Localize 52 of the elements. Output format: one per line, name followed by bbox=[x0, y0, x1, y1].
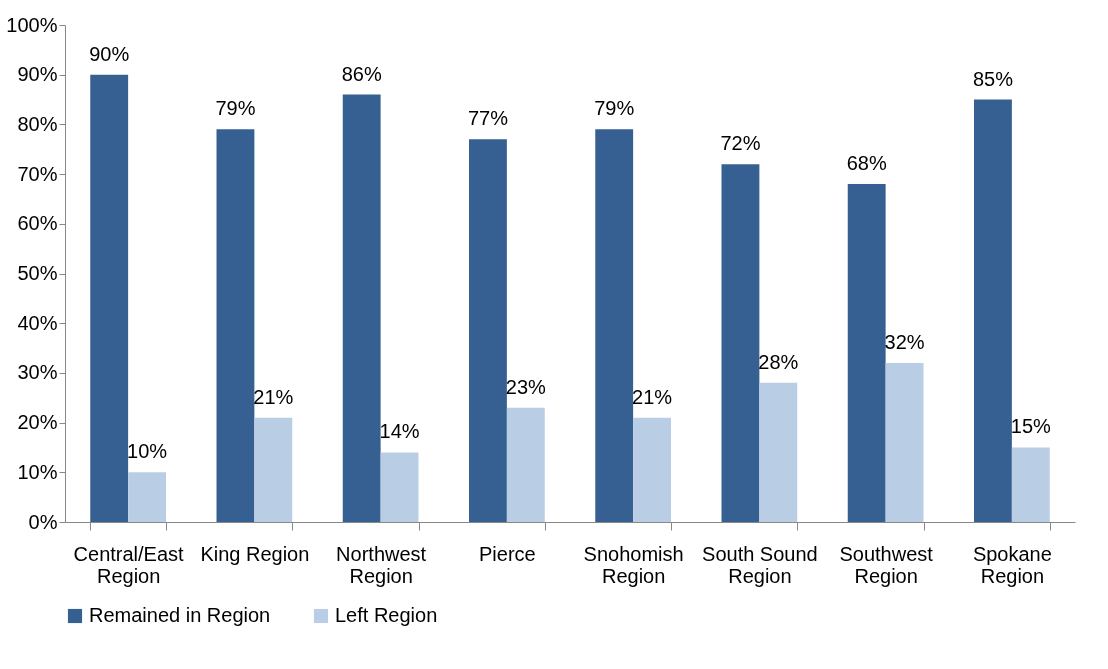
bar bbox=[506, 407, 545, 522]
bar bbox=[974, 99, 1012, 522]
y-tick-label: 20% bbox=[17, 411, 58, 434]
bar bbox=[721, 164, 760, 522]
x-tick-label: Northwest Region bbox=[336, 542, 427, 587]
data-label: 86% bbox=[341, 62, 382, 85]
y-tick-label: 90% bbox=[17, 63, 58, 86]
data-label: 90% bbox=[89, 42, 130, 65]
y-tick-label: 0% bbox=[28, 510, 58, 533]
x-tick-label: Southwest Region bbox=[839, 542, 934, 587]
data-label: 21% bbox=[632, 385, 673, 408]
data-label: 14% bbox=[379, 420, 420, 443]
data-label: 32% bbox=[884, 330, 925, 353]
bar bbox=[759, 382, 798, 522]
data-label: 68% bbox=[846, 152, 887, 175]
data-label: 28% bbox=[758, 350, 799, 373]
bar bbox=[847, 184, 886, 522]
data-label: 79% bbox=[594, 97, 635, 120]
x-tick-label: Snohomish Region bbox=[583, 542, 684, 587]
y-tick-label: 100% bbox=[6, 13, 58, 36]
y-tick-label: 30% bbox=[17, 361, 58, 384]
bar bbox=[342, 94, 381, 522]
legend-label: Left Region bbox=[335, 604, 438, 626]
bar bbox=[885, 362, 924, 522]
y-tick-label: 70% bbox=[17, 162, 58, 185]
bar bbox=[633, 417, 671, 522]
bar bbox=[254, 417, 293, 522]
y-tick-label: 80% bbox=[17, 112, 58, 135]
y-tick-label: 60% bbox=[17, 212, 58, 235]
data-label: 15% bbox=[1010, 415, 1052, 438]
bar bbox=[90, 74, 129, 522]
data-label: 85% bbox=[972, 67, 1014, 90]
bar bbox=[216, 129, 255, 522]
bar bbox=[595, 129, 634, 522]
x-tick-label: King Region bbox=[200, 542, 310, 565]
y-tick-label: 50% bbox=[17, 262, 58, 284]
bar bbox=[469, 139, 507, 522]
x-tick-label: Spokane Region bbox=[972, 542, 1052, 587]
data-label: 72% bbox=[720, 132, 761, 155]
y-tick-label: 10% bbox=[17, 460, 58, 483]
data-label: 21% bbox=[253, 385, 294, 408]
x-tick-label: Central/East Region bbox=[73, 542, 185, 587]
x-tick-label: Pierce bbox=[479, 542, 536, 565]
data-label: 77% bbox=[467, 107, 509, 130]
data-label: 79% bbox=[215, 97, 256, 120]
bar bbox=[128, 472, 166, 522]
y-tick-label: 40% bbox=[17, 311, 58, 334]
x-tick-label: South Sound Region bbox=[702, 542, 818, 587]
legend-label: Remained in Region bbox=[89, 604, 271, 626]
data-label: 10% bbox=[127, 440, 168, 463]
bar bbox=[380, 452, 419, 522]
bar bbox=[1011, 447, 1050, 522]
